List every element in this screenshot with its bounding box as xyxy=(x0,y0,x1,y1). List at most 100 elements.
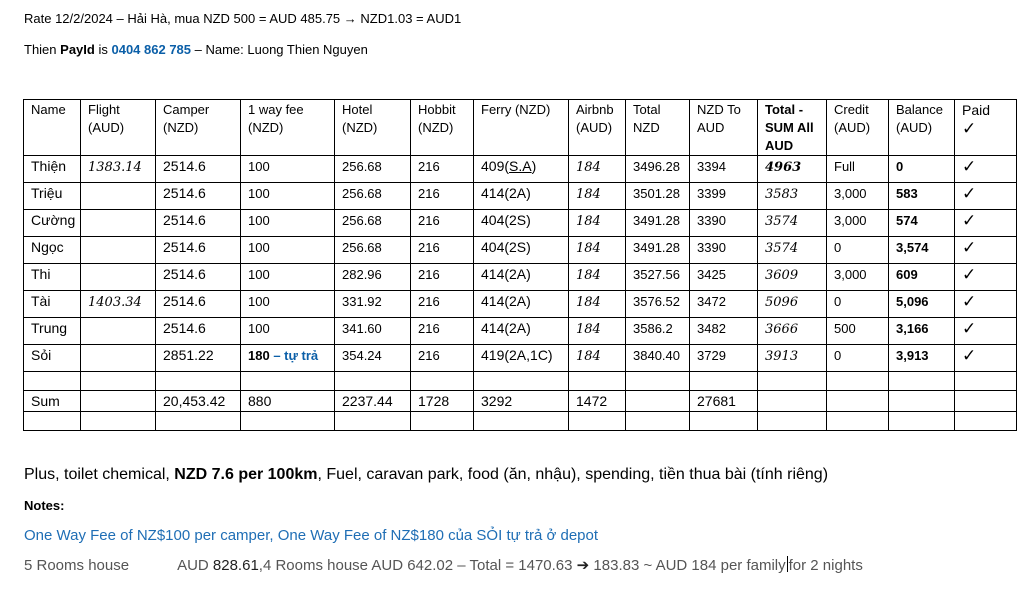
empty-cell xyxy=(757,411,827,431)
rooms-part3: 183.83 ~ AUD 184 per family xyxy=(593,557,786,574)
sum-hotel-cell: 2237.44 xyxy=(334,390,411,412)
flight-cell xyxy=(80,236,156,264)
paid-cell: ✓ xyxy=(954,155,1017,183)
empty-cell xyxy=(334,371,411,391)
column-header: Paid ✓ xyxy=(954,99,1017,156)
sum-fee: 880 xyxy=(248,393,272,409)
sum-row: Sum 20,453.42 880 2237.44 1728 3292 1472 27681 xyxy=(23,390,1017,412)
credit-cell: 500 xyxy=(826,317,889,345)
empty-cell xyxy=(954,371,1017,391)
cell-nzd-aud: 3390 xyxy=(697,213,726,228)
header-label: Name xyxy=(31,102,66,117)
cell-ferry: 404(2S) xyxy=(481,239,531,255)
cell-total-nzd: 3586.2 xyxy=(633,321,673,336)
cell-name: Thi xyxy=(31,266,51,282)
nzd-aud-cell: 3399 xyxy=(689,182,758,210)
flight-cell xyxy=(80,344,156,372)
empty-cell xyxy=(240,371,335,391)
cell-credit: 0 xyxy=(834,294,842,309)
cell-total-aud: 4963 xyxy=(765,160,802,175)
empty-cell xyxy=(826,371,889,391)
empty-cell xyxy=(757,390,827,412)
arrow-right-icon: ➔ xyxy=(576,557,590,574)
cell-hobbit: 216 xyxy=(418,348,440,363)
header-label: Ferry (NZD) xyxy=(481,102,551,117)
cell-hobbit: 216 xyxy=(418,186,440,201)
cell-total-aud: 3609 xyxy=(765,268,799,283)
cell-ferry: 419(2A,1C) xyxy=(481,347,553,363)
hobbit-cell: 216 xyxy=(410,317,474,345)
total-nzd-cell: 3491.28 xyxy=(625,236,690,264)
name-cell: Thi xyxy=(23,263,81,291)
camper-cell: 2514.6 xyxy=(155,317,241,345)
hotel-cell: 341.60 xyxy=(334,317,411,345)
empty-cell xyxy=(625,371,690,391)
ferry-cell: 409(S.A) xyxy=(473,155,569,183)
text-cursor xyxy=(786,556,788,572)
header-label: Credit (AUD) xyxy=(834,102,871,135)
paid-cell: ✓ xyxy=(954,344,1017,372)
table-row: Thiện 1383.14 2514.6 100 256.68 216 409(S.A) 18… xyxy=(23,155,1017,183)
name-cell: Ngọc xyxy=(23,236,81,264)
fee-cell: 100 xyxy=(240,290,335,318)
cell-hotel: 256.68 xyxy=(342,213,382,228)
total-aud-cell: 3913 xyxy=(757,344,827,372)
cell-hotel: 256.68 xyxy=(342,186,382,201)
total-nzd-cell: 3496.28 xyxy=(625,155,690,183)
empty-cell xyxy=(888,411,955,431)
cell-total-aud: 3574 xyxy=(765,241,799,256)
column-header: Hobbit (NZD) xyxy=(410,99,474,156)
empty-cell xyxy=(473,371,569,391)
cell-total-nzd: 3840.40 xyxy=(633,348,680,363)
sum-hotel: 2237.44 xyxy=(342,393,393,409)
cell-hotel: 341.60 xyxy=(342,321,382,336)
plus-bold: NZD 7.6 per 100km xyxy=(174,466,318,483)
ferry-cell: 414(2A) xyxy=(473,182,569,210)
column-header: NZD To AUD xyxy=(689,99,758,156)
arrow-icon: → xyxy=(343,11,357,26)
nzd-aud-cell: 3482 xyxy=(689,317,758,345)
cell-credit: 500 xyxy=(834,321,856,336)
cell-ferry-underline: S.A xyxy=(509,158,532,174)
rooms-part2: ,4 Rooms house AUD 642.02 – Total = 1470… xyxy=(258,557,573,574)
header-label: Paid xyxy=(962,102,991,118)
cell-hobbit: 216 xyxy=(418,294,440,309)
balance-cell: 5,096 xyxy=(888,290,955,318)
camper-cell: 2514.6 xyxy=(155,236,241,264)
cell-airbnb: 184 xyxy=(576,241,601,256)
flight-cell: 1383.14 xyxy=(80,155,156,183)
table-row: Cường 2514.6 100 256.68 216 404(2S) 184 3491.28… xyxy=(23,209,1017,237)
cell-total-aud: 3583 xyxy=(765,187,799,202)
sum-ferry: 3292 xyxy=(481,393,513,409)
sum-airbnb: 1472 xyxy=(576,393,608,409)
camper-cell: 2514.6 xyxy=(155,209,241,237)
rooms-line: 5 Rooms house AUD 828.61,4 Rooms house AU… xyxy=(24,556,863,574)
cell-ferry: 409( xyxy=(481,158,510,174)
cell-credit: 3,000 xyxy=(834,186,867,201)
empty-cell xyxy=(155,411,241,431)
balance-cell: 0 xyxy=(888,155,955,183)
cell-name: Cường xyxy=(31,212,76,228)
paid-cell: ✓ xyxy=(954,236,1017,264)
check-icon: ✓ xyxy=(962,346,977,365)
cell-airbnb: 184 xyxy=(576,187,601,202)
fee-cell: 100 xyxy=(240,182,335,210)
empty-cell xyxy=(410,371,474,391)
paid-cell: ✓ xyxy=(954,209,1017,237)
payid-number[interactable]: 0404 862 785 xyxy=(111,42,192,57)
flight-cell xyxy=(80,317,156,345)
sum-nzd-aud: 27681 xyxy=(697,393,736,409)
empty-cell xyxy=(80,390,156,412)
airbnb-cell: 184 xyxy=(568,236,626,264)
cell-fee-note: – tự trả xyxy=(273,348,319,363)
total-aud-cell: 3666 xyxy=(757,317,827,345)
total-aud-cell: 3609 xyxy=(757,263,827,291)
plus-before: Plus, toilet chemical, xyxy=(24,466,170,483)
total-aud-cell: 5096 xyxy=(757,290,827,318)
hobbit-cell: 216 xyxy=(410,263,474,291)
empty-cell xyxy=(568,411,626,431)
total-aud-cell: 3583 xyxy=(757,182,827,210)
cell-total-nzd: 3527.56 xyxy=(633,267,680,282)
cell-flight: 1383.14 xyxy=(88,160,142,175)
cell-hobbit: 216 xyxy=(418,213,440,228)
